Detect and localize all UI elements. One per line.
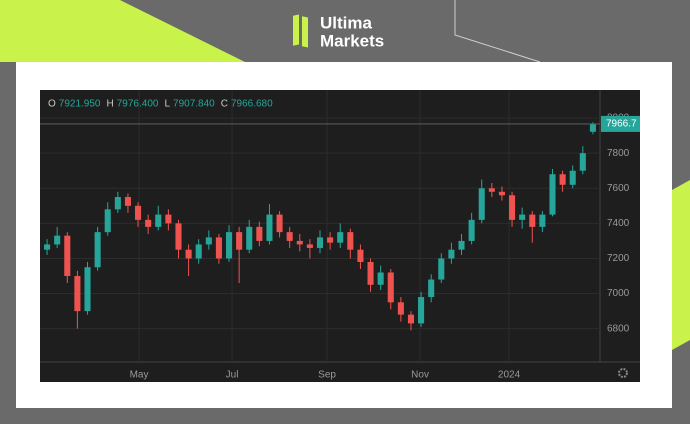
y-tick-label: 7000 [607,288,630,299]
candle-body [337,232,344,243]
candle-body [135,205,142,220]
candle-body [448,249,455,259]
brand-name: Ultima [320,13,373,32]
ohlc-letter: O [48,99,56,110]
ohlc-letter: L [164,99,170,110]
candle-body [357,249,364,262]
candle-body [205,237,212,245]
x-tick-label: Jul [226,370,239,381]
candle-body [246,226,253,250]
candle-body [347,232,354,250]
candle-body [498,191,505,196]
candle-body [488,188,495,192]
logo-mark [293,14,299,46]
candle-body [519,214,526,220]
y-tick-label: 7200 [607,253,630,264]
accent [672,180,690,350]
candle-body [64,235,71,277]
candle-body [74,276,81,312]
candle-body [478,188,485,220]
candle-body [185,249,192,259]
candle-body [458,240,465,250]
candle-body [215,237,222,259]
decor-line [454,0,541,63]
candle-body [569,170,576,185]
candle-body [276,214,283,233]
candle-body [124,197,131,206]
candle-body [377,272,384,285]
candle-body [387,272,394,303]
settings-icon[interactable] [618,368,628,378]
candle-body [236,232,243,250]
candle-body [225,232,233,259]
candle-body [145,219,152,227]
price-tag [601,115,640,132]
candle-body [407,314,415,324]
candle-body [559,174,566,185]
y-tick-label: 6800 [607,323,630,334]
accent [0,0,245,62]
x-tick-label: Sep [318,370,336,381]
candle-body [539,214,546,227]
candle-body [397,302,404,315]
brand-name: Markets [320,31,384,50]
candle-body [175,223,182,250]
candle-body [438,258,445,280]
candle-body [54,235,61,245]
candle-body [155,214,162,227]
candle-body [579,153,586,171]
y-tick-label: 7600 [607,183,630,194]
candle-body [549,174,556,215]
candle-body [529,214,536,227]
candle-body [165,214,172,224]
candle-body [428,279,435,298]
ohlc-value: 7907.840 [173,99,215,110]
candle-body [104,209,111,233]
candle-body [266,214,273,241]
ohlc-value: 7921.950 [59,99,101,110]
x-tick-label: 2024 [498,370,521,381]
x-tick-label: May [130,370,149,381]
ohlc-letter: C [221,99,228,110]
candle-body [509,195,516,220]
y-tick-label: 7800 [607,148,630,159]
candle-body [114,197,121,210]
candle-body [589,123,596,132]
y-tick-label: 7400 [607,218,630,229]
candle-body [306,244,313,248]
gear[interactable] [618,368,628,378]
logo-mark [302,16,308,48]
ohlc-letter: H [107,99,114,110]
price-tag-label: 7966.7 [606,119,637,130]
candle-body [44,244,51,250]
candle-body [286,232,293,241]
candle-body [468,219,475,241]
ohlc-value: 7976.400 [117,99,159,110]
x-tick-label: Nov [411,370,429,381]
candle-body [84,267,91,312]
ohlc-value: 7966.680 [231,99,273,110]
candle-body [327,237,334,243]
candle-body [256,226,263,241]
candle-body [296,240,303,245]
candle-body [316,237,324,248]
candle-body [418,297,425,324]
candle-body [94,232,101,268]
candle-body [195,244,202,259]
candle-body [367,261,374,285]
